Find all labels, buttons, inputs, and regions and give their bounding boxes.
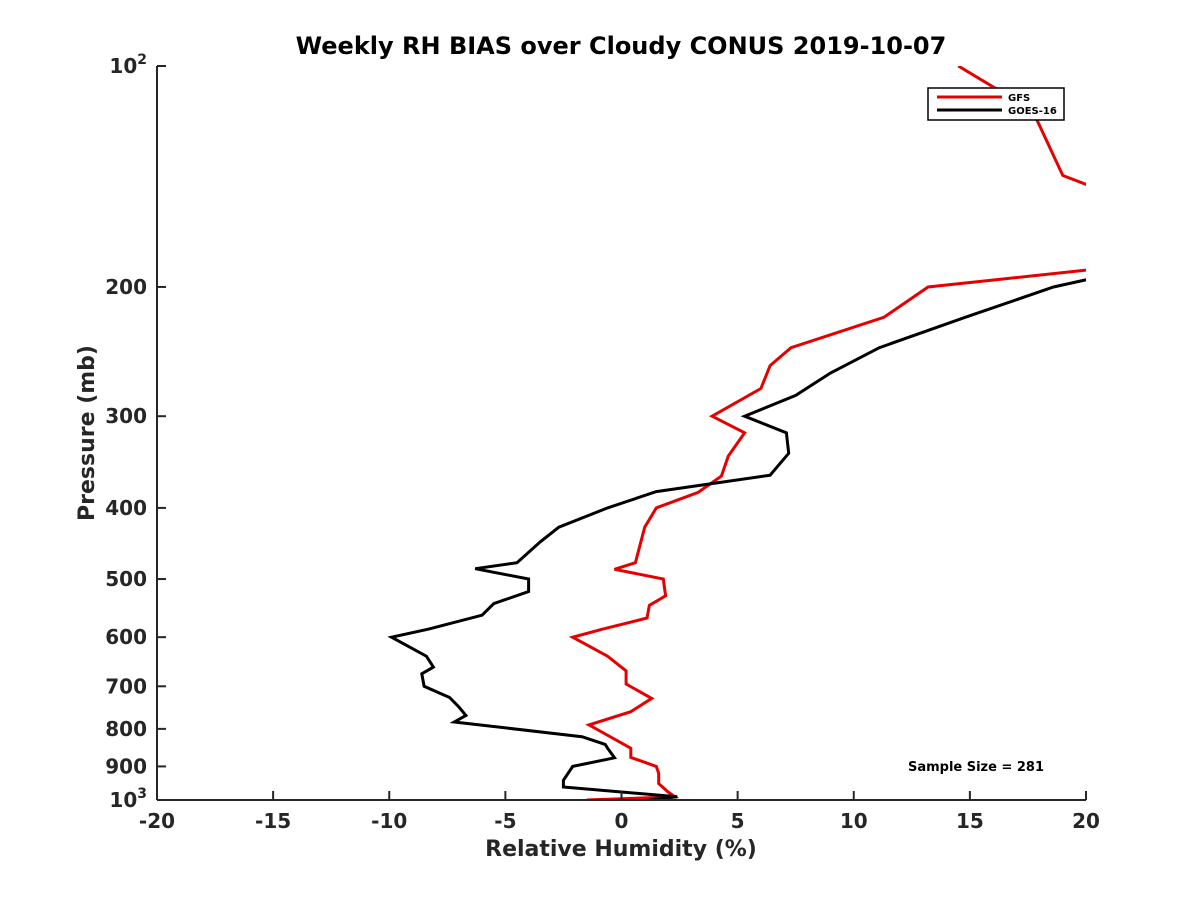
series-layer [387, 66, 1086, 800]
x-tick-label: 10 [840, 809, 868, 833]
x-ticks: -20 -15 -10 -5 0 5 10 15 20 [139, 791, 1100, 833]
x-tick-label: 5 [731, 809, 745, 833]
y-tick-label: 800 [105, 717, 147, 741]
x-tick-label: -20 [139, 809, 175, 833]
y-tick-label: 700 [105, 674, 147, 698]
y-tick-label: 103 [109, 786, 147, 812]
x-tick-label: -5 [494, 809, 516, 833]
legend-label: GOES-16 [1008, 106, 1057, 117]
x-tick-label: -10 [371, 809, 407, 833]
x-tick-label: 20 [1072, 809, 1100, 833]
series-line-goes-16 [387, 278, 1086, 800]
legend-label: GFS [1008, 93, 1030, 104]
sample-size-annotation: Sample Size = 281 [908, 760, 1044, 775]
x-axis-label: Relative Humidity (%) [485, 837, 757, 862]
legend: GFS GOES-16 [927, 87, 1065, 121]
y-axis-label: Pressure (mb) [75, 345, 100, 521]
series-line-gfs [568, 66, 1086, 800]
y-tick-label: 200 [105, 275, 147, 299]
y-ticks: 102 200 300 400 500 600 700 800 900 103 [105, 52, 166, 812]
legend-box [927, 87, 1065, 121]
x-tick-label: 0 [615, 809, 629, 833]
y-tick-label: 500 [105, 567, 147, 591]
x-tick-label: 15 [956, 809, 984, 833]
chart-title: Weekly RH BIAS over Cloudy CONUS 2019-10… [296, 32, 947, 60]
y-tick-label: 400 [105, 496, 147, 520]
y-tick-label: 300 [105, 404, 147, 428]
x-tick-label: -15 [255, 809, 291, 833]
y-tick-label: 102 [109, 52, 147, 78]
y-tick-label: 600 [105, 625, 147, 649]
y-tick-label: 900 [105, 754, 147, 778]
